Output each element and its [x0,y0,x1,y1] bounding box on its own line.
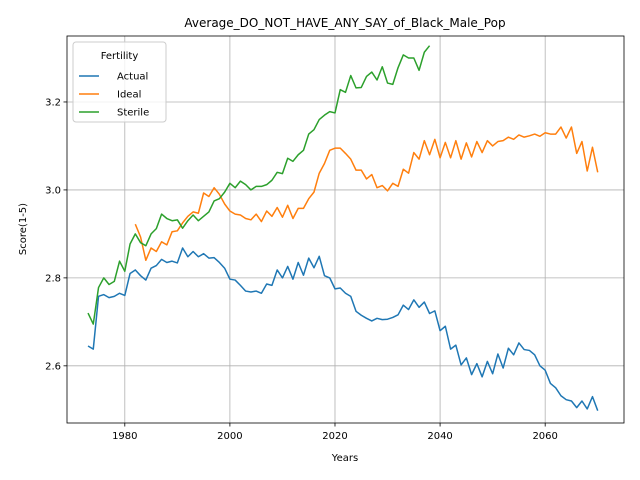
legend-entries: Actual Ideal Sterile [79,72,149,119]
legend-label-ideal: Ideal [117,90,141,101]
y-tick-label: 3.2 [45,97,61,108]
y-tick-label: 2.8 [45,273,61,284]
x-tick-label: 2040 [427,431,452,442]
y-axis-ticks: 2.6 2.8 3.0 3.2 [45,97,67,372]
grid-lines [67,36,624,423]
y-axis-title: Score(1-5) [18,203,29,255]
x-tick-label: 2060 [532,431,557,442]
legend-label-actual: Actual [117,72,148,83]
series-line-actual [87,247,599,411]
series-line-sterile [87,45,431,325]
plot-frame [66,35,625,424]
y-tick-label: 2.6 [45,361,61,372]
y-tick-label: 3.0 [45,185,61,196]
data-series [87,45,599,411]
legend: Fertility Actual Ideal Sterile [72,41,167,123]
series-line-ideal [134,126,599,262]
x-tick-label: 2000 [217,431,242,442]
x-tick-label: 2020 [322,431,347,442]
x-tick-label: 1980 [112,431,137,442]
legend-title: Fertility [101,51,139,62]
x-axis-title: Years [331,453,358,464]
chart-title: Average_DO_NOT_HAVE_ANY_SAY_of_Black_Mal… [184,16,505,30]
legend-label-sterile: Sterile [117,108,149,119]
x-axis-ticks: 1980 2000 2020 2040 2060 [112,423,558,442]
legend-box [72,41,167,123]
